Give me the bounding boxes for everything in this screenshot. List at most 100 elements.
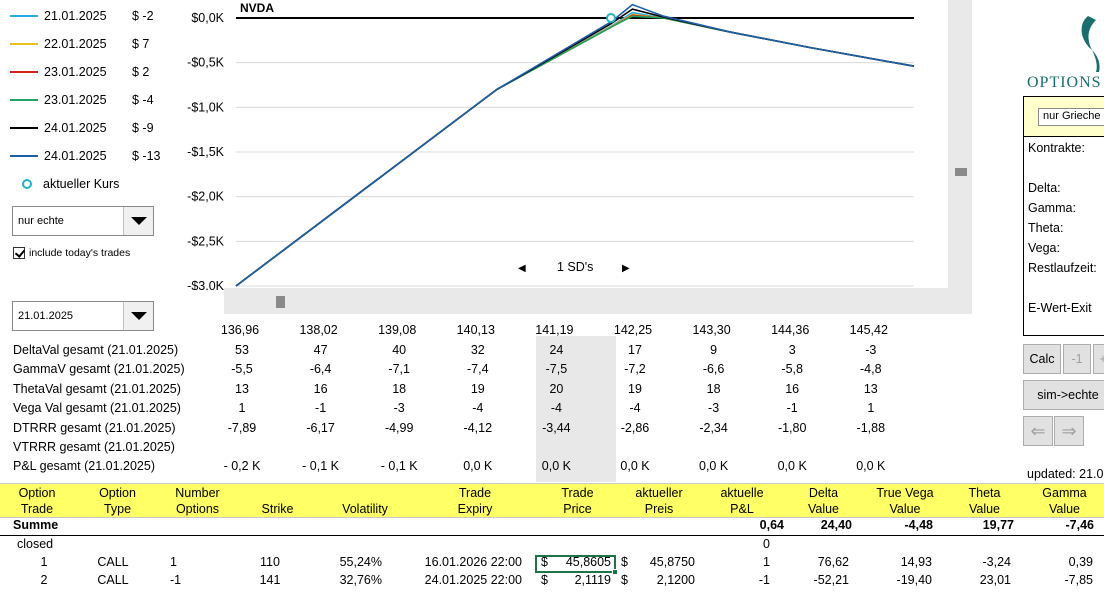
- metric-cell: -7,89: [227, 420, 257, 435]
- grid-header-cell[interactable]: Option Type: [80, 485, 155, 517]
- back-arrow-button[interactable]: ⇐: [1023, 416, 1053, 446]
- metric-label: P&L gesamt (21.01.2025): [13, 459, 155, 474]
- increment-button[interactable]: +: [1093, 344, 1104, 374]
- header-line-1: Trade: [458, 486, 492, 500]
- closed-pnl: 0: [763, 537, 770, 551]
- metric-cell: 17: [628, 343, 642, 357]
- gamma-value: -7,85: [1064, 573, 1094, 587]
- summary-label: Summe: [13, 518, 59, 532]
- legend-item-current-price: aktueller Kurs: [10, 170, 180, 198]
- grid-header-cell[interactable]: Volatility: [320, 485, 410, 517]
- horizontal-scroll-thumb[interactable]: [276, 296, 285, 308]
- include-trades-checkbox[interactable]: [13, 247, 25, 259]
- metric-cell: 0,0 K: [463, 459, 493, 474]
- metric-cell: -2,86: [620, 420, 650, 435]
- header-line-2: Strike: [261, 502, 294, 516]
- metric-cell: - 0,1 K: [380, 459, 418, 474]
- price-header-cell: 136,96: [220, 323, 260, 337]
- grid-header-cell[interactable]: Number Options: [160, 485, 235, 517]
- grid-header-cell[interactable]: Trade Expiry: [420, 485, 530, 517]
- metric-cell: -2,34: [699, 420, 728, 435]
- metric-cell: 47: [313, 343, 328, 357]
- legend-item: 24.01.2025 $ -13: [10, 142, 180, 170]
- metric-label: GammaV gesamt (21.01.2025): [13, 362, 185, 377]
- sim-to-echte-button[interactable]: sim->echte: [1023, 380, 1104, 410]
- chart-vertical-scrollbar[interactable]: [948, 0, 972, 288]
- header-line-1: Option: [99, 486, 136, 500]
- date-dropdown-button[interactable]: [123, 302, 153, 330]
- number-options: -1: [170, 573, 182, 587]
- grid-header-cell[interactable]: Strike: [240, 485, 315, 517]
- filter-dropdown[interactable]: nur echte: [12, 206, 154, 236]
- grid-header-cell[interactable]: Theta Value: [945, 485, 1024, 517]
- legend-value: $ -4: [132, 93, 154, 107]
- grid-header-cell[interactable]: aktueller Preis: [620, 485, 698, 517]
- table-row[interactable]: 2 CALL -1 141 32,76% 24.01.2025 22:00 $2,1119 $…: [0, 573, 1104, 591]
- table-row[interactable]: 1 CALL 1 110 55,24% 16.01.2026 22:00 $45,8605 $…: [0, 555, 1104, 573]
- trade-price[interactable]: 45,8605: [565, 555, 611, 569]
- grid-header-cell[interactable]: aktuelle P&L: [700, 485, 784, 517]
- metric-cell: -5,5: [231, 362, 253, 377]
- header-line-2: Price: [563, 502, 592, 516]
- trade-expiry: 16.01.2026 22:00: [424, 555, 522, 569]
- legend-value: $ -2: [132, 9, 154, 23]
- grid-header-cell[interactable]: True Vega Value: [860, 485, 950, 517]
- sd-next-button[interactable]: ▶: [622, 263, 630, 274]
- y-tick-label: -$1,0K: [187, 100, 224, 114]
- metric-cell: 0,0 K: [856, 459, 886, 474]
- delta-value: -52,21: [813, 573, 849, 587]
- header-line-2: Value: [968, 502, 1001, 516]
- legend-item: 24.01.2025 $ -9: [10, 114, 180, 142]
- grid-header-cell[interactable]: Gamma Value: [1025, 485, 1104, 517]
- greeks-panel: nur Grieche Kontrakte: Delta: Gamma: The…: [1023, 96, 1104, 336]
- header-line-1: Delta: [808, 486, 839, 500]
- price-header-cell: 140,13: [456, 323, 495, 337]
- label-e-wert-exit: E-Wert-Exit: [1028, 301, 1092, 315]
- chart-title: NVDA: [240, 1, 274, 15]
- volatility: 32,76%: [339, 573, 382, 587]
- legend-item: 23.01.2025 $ -4: [10, 86, 180, 114]
- include-trades-label: include today's trades: [29, 247, 131, 259]
- chart-y-ticks: $0,0K -$0,5K -$1,0K -$1,5K -$2,0K -$2,5K -$3,0…: [187, 11, 225, 290]
- summary-pnl: 0,64: [759, 518, 784, 532]
- series-line: [235, 15, 915, 287]
- grid-header-cell[interactable]: Delta Value: [785, 485, 862, 517]
- legend-date: 22.01.2025: [44, 37, 107, 51]
- metric-cell: 19: [470, 381, 485, 396]
- price-header-cell: 141,19: [535, 323, 574, 337]
- position-pnl: 1: [763, 555, 770, 569]
- metric-cell: 18: [392, 381, 407, 396]
- vertical-scroll-thumb[interactable]: [955, 168, 967, 176]
- date-dropdown[interactable]: 21.01.2025: [12, 301, 154, 331]
- sd-prev-button[interactable]: ◀: [518, 263, 526, 274]
- trade-price[interactable]: 2,1119: [574, 573, 611, 587]
- forward-arrow-button[interactable]: ⇒: [1054, 416, 1084, 446]
- greeks-mode-select[interactable]: nur Grieche: [1038, 108, 1104, 126]
- metric-cell: -3,44: [542, 420, 571, 435]
- metric-cell: -6,4: [309, 362, 332, 377]
- chart-series: [235, 3, 915, 287]
- option-type: CALL: [97, 573, 129, 587]
- summary-gamma: -7,46: [1065, 518, 1095, 532]
- current-price-marker-icon: [22, 179, 32, 189]
- header-line-2: Type: [103, 502, 132, 516]
- include-trades-checkbox-row[interactable]: include today's trades: [13, 247, 130, 259]
- metric-cell: 13: [235, 381, 249, 396]
- metric-cell: -1: [786, 401, 798, 416]
- price-header-cell: 145,42: [849, 323, 888, 337]
- filter-dropdown-button[interactable]: [123, 207, 153, 235]
- fill-handle[interactable]: [612, 569, 618, 575]
- grid-header-cell[interactable]: Option Trade: [2, 485, 72, 517]
- metric-cell: 40: [392, 343, 407, 357]
- decrement-button[interactable]: -1: [1063, 344, 1091, 374]
- header-line-2: Volatility: [342, 502, 388, 516]
- date-dropdown-value: 21.01.2025: [18, 310, 74, 322]
- series-line: [235, 8, 915, 287]
- chart-horizontal-scrollbar[interactable]: [224, 288, 972, 314]
- legend-value: $ 2: [132, 65, 150, 79]
- pnl-chart: $0,0K -$0,5K -$1,0K -$1,5K -$2,0K -$2,5K -$3,0…: [187, 1, 915, 290]
- chevron-down-icon: [130, 217, 147, 225]
- grid-header-cell[interactable]: Trade Price: [540, 485, 615, 517]
- calc-button[interactable]: Calc: [1023, 344, 1061, 374]
- y-tick-label: -$3,0K: [187, 279, 224, 290]
